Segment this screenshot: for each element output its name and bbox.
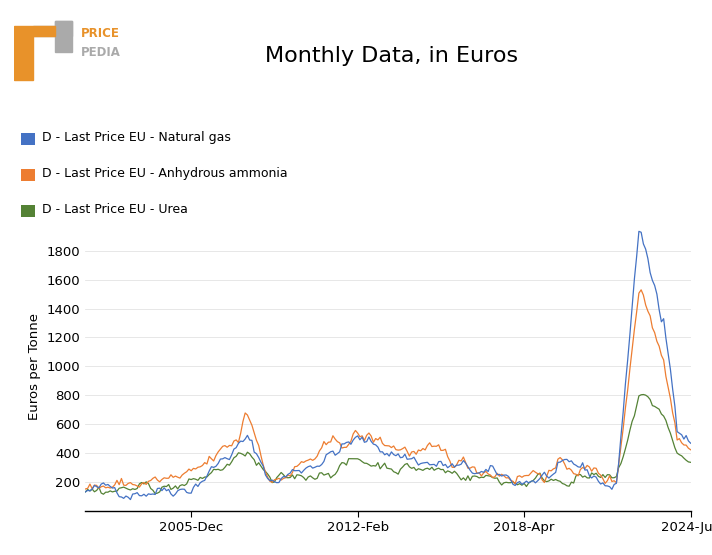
Polygon shape (56, 21, 72, 52)
Y-axis label: Euros per Tonne: Euros per Tonne (28, 313, 41, 420)
Polygon shape (14, 26, 56, 80)
Text: PRICE: PRICE (81, 27, 120, 40)
Text: D - Last Price EU - Natural gas: D - Last Price EU - Natural gas (42, 131, 231, 144)
Text: D - Last Price EU - Urea: D - Last Price EU - Urea (42, 203, 187, 216)
Text: Monthly Data, in Euros: Monthly Data, in Euros (265, 46, 518, 65)
Text: PEDIA: PEDIA (81, 47, 121, 59)
Polygon shape (33, 21, 72, 36)
Text: D - Last Price EU - Anhydrous ammonia: D - Last Price EU - Anhydrous ammonia (42, 167, 288, 180)
